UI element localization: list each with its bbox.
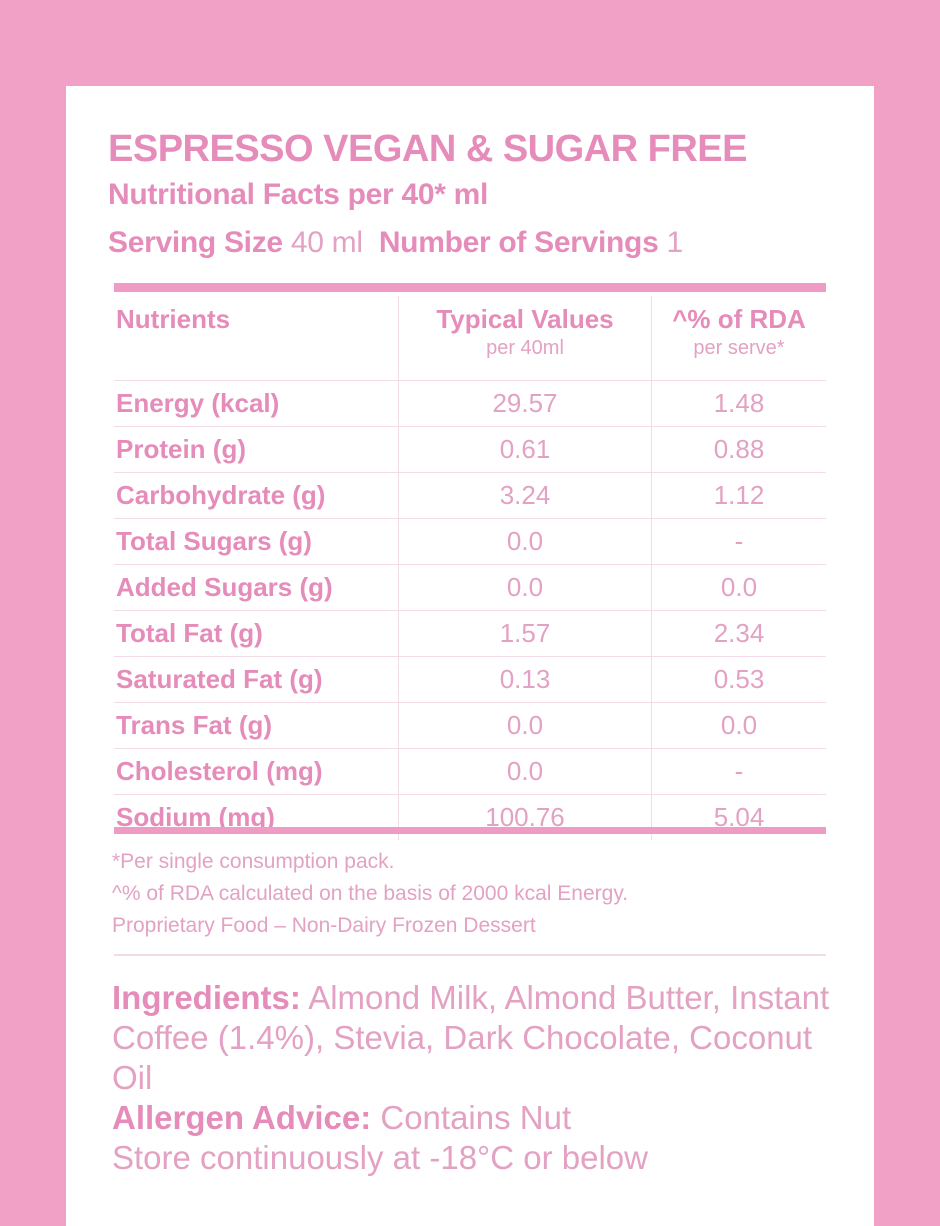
rda-value: - bbox=[651, 518, 826, 565]
typical-value: 29.57 bbox=[398, 380, 652, 427]
servings-count-value: 1 bbox=[666, 226, 684, 259]
allergen-text: Contains Nut bbox=[380, 1099, 572, 1136]
table-row: Cholesterol (mg) 0.0- bbox=[114, 748, 826, 795]
rda-value: 0.0 bbox=[651, 564, 826, 611]
typical-value: 0.0 bbox=[398, 748, 652, 795]
rda-value: - bbox=[651, 748, 826, 795]
nutrition-label: ESPRESSO VEGAN & SUGAR FREE Nutritional … bbox=[66, 86, 874, 1226]
serving-size-label: Serving Size bbox=[108, 226, 283, 259]
allergen-label: Allergen Advice: bbox=[112, 1099, 372, 1136]
header-label: ^% of RDA bbox=[672, 304, 806, 334]
header-nutrients: Nutrients bbox=[114, 296, 399, 381]
nutrition-table: Nutrients Typical Values per 40ml ^% of R… bbox=[114, 296, 826, 840]
rda-value: 0.0 bbox=[651, 702, 826, 749]
ingredients-section: Ingredients: Almond Milk, Almond Butter,… bbox=[112, 978, 842, 1178]
ingredients-text: Almond Milk, Almond Butter, Instant Coff… bbox=[112, 979, 830, 1096]
footnote: Proprietary Food – Non-Dairy Frozen Dess… bbox=[112, 914, 536, 937]
footnotes: *Per single consumption pack. ^% of RDA … bbox=[112, 846, 628, 942]
footnote: ^% of RDA calculated on the basis of 200… bbox=[112, 882, 629, 905]
typical-value: 3.24 bbox=[398, 472, 652, 519]
nutrient-name: Energy (kcal) bbox=[114, 380, 399, 427]
typical-value: 0.0 bbox=[398, 518, 652, 565]
table-header-row: Nutrients Typical Values per 40ml ^% of R… bbox=[114, 296, 826, 381]
header-sub: per serve* bbox=[693, 337, 785, 359]
rda-value: 0.53 bbox=[651, 656, 826, 703]
table-row: Carbohydrate (g) 3.24 1.12 bbox=[114, 472, 826, 519]
table-row: Protein (g) 0.61 0.88 bbox=[114, 426, 826, 473]
typical-value: 0.0 bbox=[398, 564, 652, 611]
header-typical-values: Typical Values per 40ml bbox=[398, 296, 652, 381]
nutrient-name: Protein (g) bbox=[114, 426, 399, 473]
header-rda: ^% of RDA per serve* bbox=[651, 296, 826, 381]
typical-value: 1.57 bbox=[398, 610, 652, 657]
ingredients-label: Ingredients: bbox=[112, 979, 301, 1016]
ingredients: Ingredients: Almond Milk, Almond Butter,… bbox=[112, 978, 842, 1098]
typical-value: 0.0 bbox=[398, 702, 652, 749]
serving-info: Serving Size 40 ml Number of Servings 1 bbox=[108, 226, 683, 260]
table-row: Saturated Fat (g) 0.13 0.53 bbox=[114, 656, 826, 703]
rda-value: 1.12 bbox=[651, 472, 826, 519]
table-row: Trans Fat (g) 0.0 0.0 bbox=[114, 702, 826, 749]
table-row: Added Sugars (g) 0.0 0.0 bbox=[114, 564, 826, 611]
nutrient-name: Total Fat (g) bbox=[114, 610, 399, 657]
typical-value: 0.13 bbox=[398, 656, 652, 703]
nutrient-name: Cholesterol (mg) bbox=[114, 748, 399, 795]
footnote: *Per single consumption pack. bbox=[112, 850, 395, 873]
rda-value: 1.48 bbox=[651, 380, 826, 427]
table-row: Total Fat (g) 1.57 2.34 bbox=[114, 610, 826, 657]
header-label: Typical Values bbox=[436, 304, 614, 334]
nutrient-name: Trans Fat (g) bbox=[114, 702, 399, 749]
header-label: Nutrients bbox=[116, 304, 231, 334]
rda-value: 2.34 bbox=[651, 610, 826, 657]
table-row: Energy (kcal) 29.57 1.48 bbox=[114, 380, 826, 427]
nutrient-name: Carbohydrate (g) bbox=[114, 472, 399, 519]
table-bottom-bar bbox=[114, 827, 826, 834]
allergen-advice: Allergen Advice: Contains Nut bbox=[112, 1098, 842, 1138]
servings-count-label: Number of Servings bbox=[378, 226, 659, 259]
table-top-bar bbox=[114, 283, 826, 292]
table-row: Total Sugars (g) 0.0- bbox=[114, 518, 826, 565]
nutrient-name: Added Sugars (g) bbox=[114, 564, 399, 611]
nutrition-subtitle: Nutritional Facts per 40* ml bbox=[108, 178, 489, 211]
typical-value: 0.61 bbox=[398, 426, 652, 473]
storage-instructions: Store continuously at -18°C or below bbox=[112, 1139, 648, 1176]
divider bbox=[114, 954, 826, 956]
serving-size-value: 40 ml bbox=[290, 226, 363, 259]
nutrient-name: Total Sugars (g) bbox=[114, 518, 399, 565]
header-sub: per 40ml bbox=[486, 337, 564, 359]
product-title: ESPRESSO VEGAN & SUGAR FREE bbox=[108, 128, 747, 170]
nutrient-name: Saturated Fat (g) bbox=[114, 656, 399, 703]
rda-value: 0.88 bbox=[651, 426, 826, 473]
